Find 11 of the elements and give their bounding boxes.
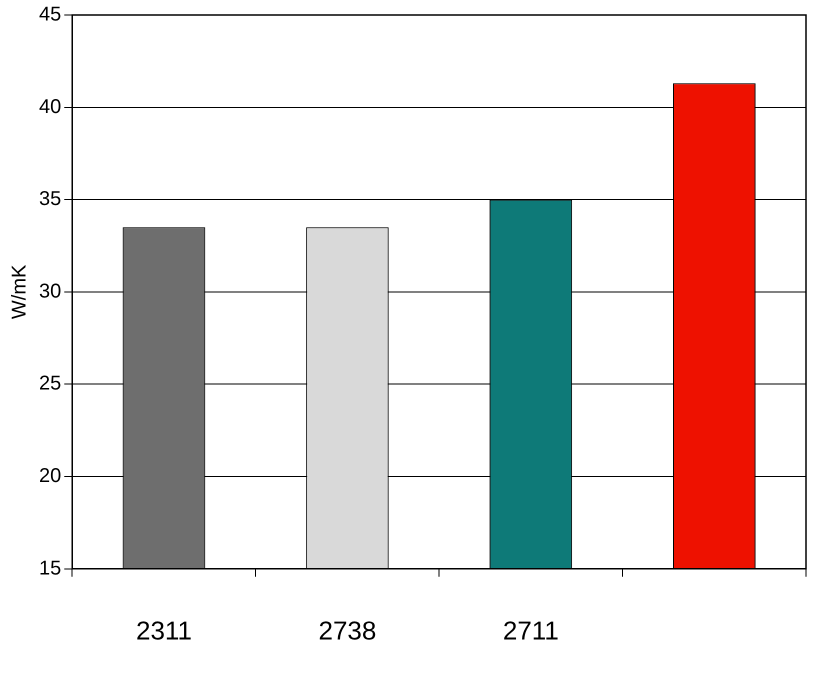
x-tick-label: 2738 <box>318 616 376 646</box>
y-tick-label: 25 <box>38 372 62 395</box>
y-tick-label: 20 <box>38 465 62 488</box>
y-tick-label: 15 <box>38 557 62 580</box>
y-tick-label: 40 <box>38 96 62 118</box>
x-tick-label: 2711 <box>502 616 559 646</box>
y-tick-label: 30 <box>38 280 62 302</box>
y-tick-label: 35 <box>38 188 62 210</box>
y-tick-label: 45 <box>38 4 62 26</box>
y-axis-title: W/mK <box>8 264 31 320</box>
x-tick-label: 2311 <box>136 616 192 646</box>
